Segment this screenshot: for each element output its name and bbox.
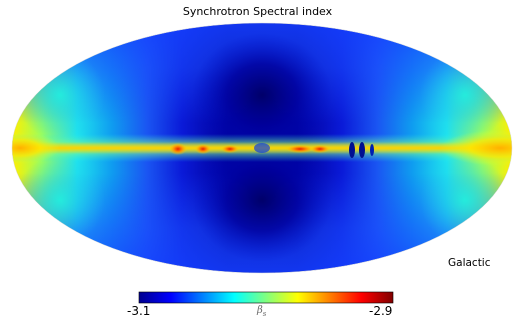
coordinate-system-label: Galactic xyxy=(448,257,491,269)
colorbar-gradient xyxy=(138,291,394,304)
sky-map-pixels xyxy=(12,23,512,273)
colorbar-unit-label: βs xyxy=(257,305,266,320)
colorbar-min-label: -3.1 xyxy=(127,304,151,318)
unit-subscript: s xyxy=(262,310,267,318)
unit-symbol: β xyxy=(257,305,263,316)
colorbar-max-label: -2.9 xyxy=(369,304,393,318)
map-title: Synchrotron Spectral index xyxy=(182,5,333,18)
